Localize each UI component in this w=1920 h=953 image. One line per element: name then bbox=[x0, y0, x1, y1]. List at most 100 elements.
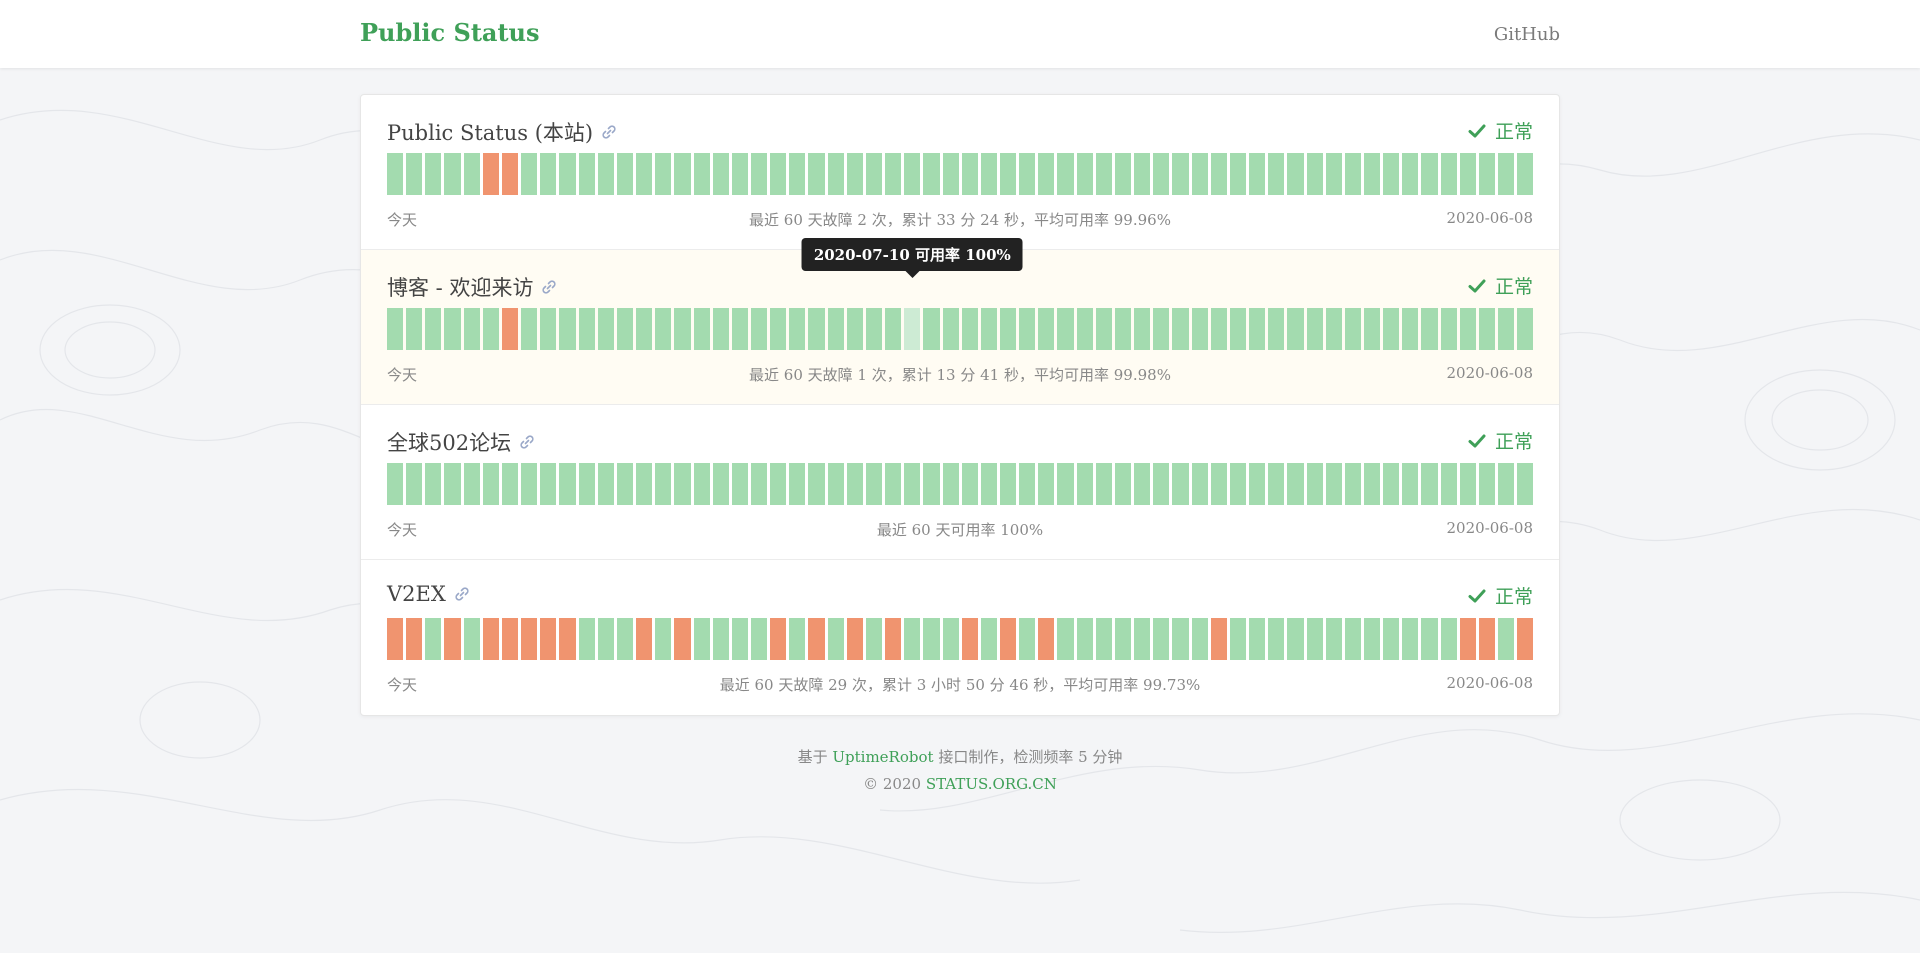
uptime-day-bar[interactable] bbox=[578, 153, 595, 195]
uptime-day-bar[interactable] bbox=[1057, 618, 1074, 660]
uptime-day-bar[interactable] bbox=[1440, 153, 1457, 195]
uptime-day-bar[interactable] bbox=[1172, 618, 1189, 660]
uptime-day-bar[interactable] bbox=[501, 463, 519, 505]
uptime-day-bar[interactable] bbox=[1076, 618, 1093, 660]
uptime-day-bar[interactable] bbox=[750, 153, 768, 195]
uptime-day-bar[interactable] bbox=[904, 463, 921, 505]
uptime-day-bar[interactable] bbox=[1172, 308, 1189, 350]
uptime-day-bar[interactable] bbox=[1057, 463, 1074, 505]
uptime-day-bar[interactable] bbox=[521, 308, 538, 350]
uptime-day-bar[interactable] bbox=[1306, 463, 1323, 505]
uptime-day-bar[interactable] bbox=[1210, 463, 1227, 505]
uptime-day-bar[interactable] bbox=[1191, 463, 1208, 505]
uptime-day-bar[interactable] bbox=[597, 463, 614, 505]
uptime-day-bar[interactable] bbox=[1249, 463, 1266, 505]
uptime-day-bar[interactable] bbox=[1153, 618, 1170, 660]
uptime-day-bar[interactable] bbox=[597, 618, 614, 660]
uptime-day-bar[interactable] bbox=[789, 618, 806, 660]
uptime-day-bar[interactable] bbox=[961, 618, 978, 660]
uptime-day-bar[interactable] bbox=[827, 618, 844, 660]
uptime-day-bar[interactable] bbox=[616, 618, 634, 660]
uptime-day-bar[interactable] bbox=[1057, 153, 1074, 195]
uptime-day-bar[interactable] bbox=[1325, 153, 1342, 195]
uptime-day-bar[interactable] bbox=[674, 618, 691, 660]
uptime-day-bar[interactable] bbox=[1229, 308, 1247, 350]
uptime-day-bar[interactable] bbox=[770, 308, 787, 350]
uptime-day-bar[interactable] bbox=[846, 463, 863, 505]
uptime-day-bar[interactable] bbox=[655, 153, 672, 195]
uptime-day-bar[interactable] bbox=[1268, 463, 1285, 505]
uptime-day-bar[interactable] bbox=[521, 153, 538, 195]
uptime-day-bar[interactable] bbox=[942, 463, 959, 505]
uptime-day-bar[interactable] bbox=[655, 463, 672, 505]
uptime-day-bar[interactable] bbox=[808, 153, 825, 195]
uptime-day-bar[interactable] bbox=[942, 618, 959, 660]
uptime-day-bar[interactable] bbox=[1095, 308, 1112, 350]
uptime-day-bar[interactable] bbox=[789, 308, 806, 350]
uptime-day-bar[interactable] bbox=[559, 463, 576, 505]
uptime-day-bar[interactable] bbox=[425, 618, 442, 660]
uptime-day-bar[interactable] bbox=[789, 463, 806, 505]
uptime-day-bar[interactable] bbox=[693, 153, 710, 195]
uptime-day-bar[interactable] bbox=[1287, 463, 1304, 505]
uptime-day-bar[interactable] bbox=[1344, 308, 1361, 350]
uptime-day-bar[interactable] bbox=[1383, 153, 1400, 195]
uptime-day-bar[interactable] bbox=[1325, 463, 1342, 505]
uptime-day-bar[interactable] bbox=[750, 308, 768, 350]
uptime-day-bar[interactable] bbox=[674, 463, 691, 505]
uptime-day-bar[interactable] bbox=[540, 153, 557, 195]
uptime-day-bar[interactable] bbox=[1402, 463, 1419, 505]
uptime-day-bar[interactable] bbox=[616, 308, 634, 350]
uptime-day-bar[interactable] bbox=[693, 618, 710, 660]
uptime-day-bar[interactable] bbox=[712, 463, 729, 505]
uptime-day-bar[interactable] bbox=[1421, 618, 1438, 660]
uptime-day-bar[interactable] bbox=[1038, 618, 1055, 660]
uptime-day-bar[interactable] bbox=[578, 463, 595, 505]
uptime-day-bar[interactable] bbox=[1498, 153, 1515, 195]
uptime-day-bar[interactable] bbox=[1440, 308, 1457, 350]
uptime-day-bar[interactable] bbox=[406, 463, 423, 505]
uptime-day-bar[interactable] bbox=[1268, 153, 1285, 195]
uptime-day-bar[interactable] bbox=[501, 308, 519, 350]
uptime-day-bar[interactable] bbox=[597, 153, 614, 195]
uptime-day-bar[interactable] bbox=[1095, 618, 1112, 660]
uptime-day-bar[interactable] bbox=[923, 153, 940, 195]
uptime-day-bar[interactable] bbox=[1421, 463, 1438, 505]
uptime-day-bar[interactable] bbox=[1517, 153, 1534, 195]
site-name[interactable]: Public Status (本站) bbox=[387, 117, 617, 147]
uptime-day-bar[interactable] bbox=[865, 153, 883, 195]
uptime-day-bar[interactable] bbox=[904, 153, 921, 195]
uptime-day-bar[interactable] bbox=[1057, 308, 1074, 350]
uptime-day-bar[interactable] bbox=[444, 618, 461, 660]
uptime-day-bar[interactable] bbox=[1114, 463, 1132, 505]
uptime-day-bar[interactable] bbox=[1363, 463, 1381, 505]
uptime-day-bar[interactable] bbox=[636, 463, 653, 505]
uptime-day-bar[interactable] bbox=[521, 463, 538, 505]
uptime-day-bar[interactable] bbox=[444, 463, 461, 505]
uptime-day-bar[interactable] bbox=[789, 153, 806, 195]
uptime-day-bar[interactable] bbox=[1114, 308, 1132, 350]
uptime-day-bar[interactable] bbox=[846, 618, 863, 660]
uptime-day-bar[interactable] bbox=[1344, 618, 1361, 660]
uptime-day-bar[interactable] bbox=[1019, 463, 1036, 505]
uptime-day-bar[interactable] bbox=[1191, 153, 1208, 195]
uptime-day-bar[interactable] bbox=[655, 308, 672, 350]
uptime-day-bar[interactable] bbox=[1000, 618, 1017, 660]
uptime-day-bar[interactable] bbox=[425, 308, 442, 350]
uptime-day-bar[interactable] bbox=[1114, 153, 1132, 195]
uptime-day-bar[interactable] bbox=[731, 463, 748, 505]
uptime-day-bar[interactable] bbox=[1019, 153, 1036, 195]
uptime-day-bar[interactable] bbox=[1076, 153, 1093, 195]
uptime-day-bar[interactable] bbox=[1134, 308, 1151, 350]
uptime-day-bar[interactable] bbox=[540, 463, 557, 505]
status-org-link[interactable]: STATUS.ORG.CN bbox=[925, 775, 1057, 793]
uptime-day-bar[interactable] bbox=[463, 618, 480, 660]
site-name[interactable]: V2EX bbox=[387, 582, 470, 606]
uptime-day-bar[interactable] bbox=[865, 308, 883, 350]
uptime-day-bar[interactable] bbox=[482, 153, 499, 195]
uptime-day-bar[interactable] bbox=[1402, 618, 1419, 660]
uptime-day-bar[interactable] bbox=[808, 308, 825, 350]
uptime-day-bar[interactable] bbox=[885, 308, 902, 350]
uptime-day-bar[interactable] bbox=[1498, 463, 1515, 505]
uptime-day-bar[interactable] bbox=[1153, 308, 1170, 350]
